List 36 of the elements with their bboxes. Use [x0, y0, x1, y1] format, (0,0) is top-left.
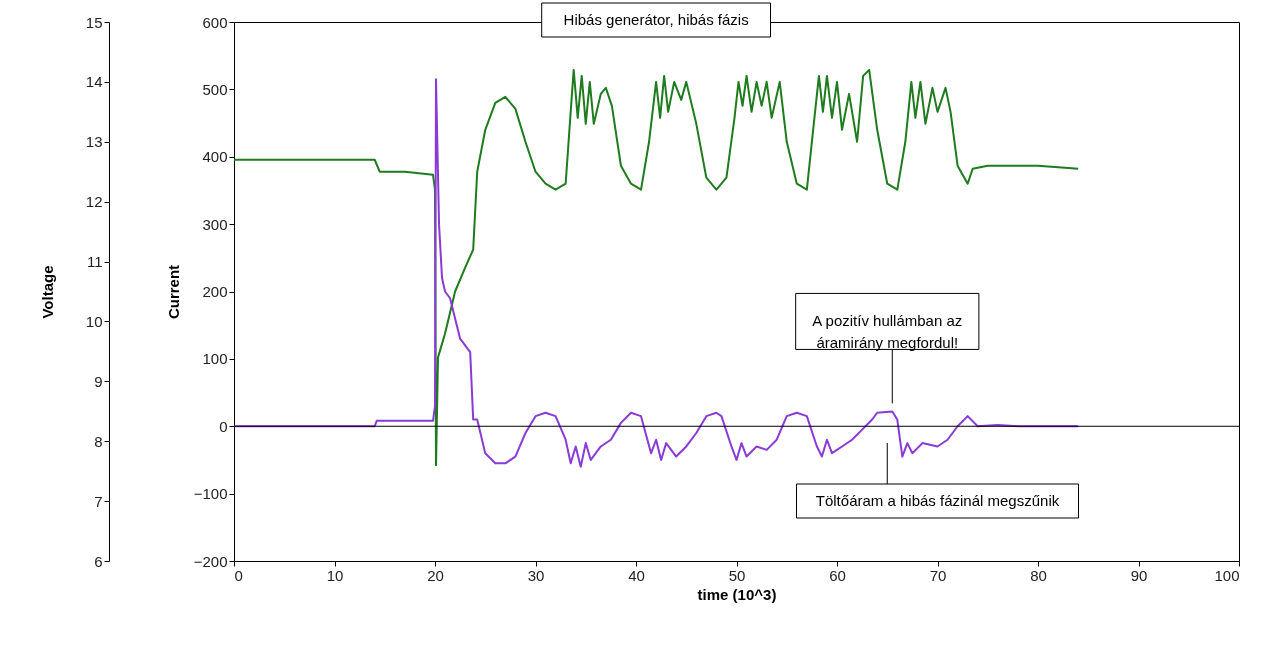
- x-tick-label: 30: [527, 566, 545, 584]
- x-tick-label: 0: [234, 566, 243, 584]
- x-tick-label: 100: [1214, 566, 1240, 584]
- y-tick-label: 100: [202, 350, 228, 368]
- y-tick-label: 200: [202, 283, 228, 300]
- x-tick-label: 40: [628, 566, 645, 584]
- y2-tick-label: 9: [94, 372, 103, 390]
- x-tick-label: 20: [427, 566, 444, 584]
- x-tick-label: 80: [1030, 566, 1047, 584]
- y2-axis-title: Voltage: [38, 265, 56, 319]
- annotation: A pozitív hullámban az áramirány megfordul!: [812, 312, 963, 352]
- y2-tick-label: 11: [86, 253, 103, 271]
- y-tick-label: 600: [202, 13, 228, 31]
- y2-tick-label: 7: [94, 492, 103, 510]
- annotation: Töltőáram a hibás fázinál megszűnik: [815, 492, 1060, 509]
- y2-tick-label: 10: [85, 312, 103, 330]
- x-tick-label: 10: [326, 566, 344, 584]
- y2-tick-label: 8: [94, 432, 103, 450]
- y2-tick-label: 13: [85, 133, 103, 151]
- x-tick-label: 50: [728, 566, 746, 584]
- y-axis-title: Current: [164, 264, 182, 320]
- x-axis-title: time (10^3): [697, 585, 777, 603]
- x-tick-label: 70: [929, 566, 947, 584]
- y2-tick-label: 15: [85, 13, 103, 31]
- y2-tick-label: 12: [85, 193, 103, 211]
- y-tick-label: −200: [193, 552, 228, 570]
- y-tick-label: 300: [202, 215, 228, 233]
- y-tick-label: 400: [202, 148, 228, 166]
- y-tick-label: 500: [202, 80, 228, 98]
- y-tick-label: −100: [193, 485, 228, 503]
- y2-tick-label: 14: [85, 73, 103, 91]
- annotation: Hibás generátor, hibás fázis: [563, 11, 749, 28]
- x-tick-label: 60: [829, 566, 846, 584]
- y2-tick-label: 6: [94, 552, 103, 570]
- y-tick-label: 0: [219, 417, 228, 435]
- x-tick-label: 90: [1130, 566, 1148, 584]
